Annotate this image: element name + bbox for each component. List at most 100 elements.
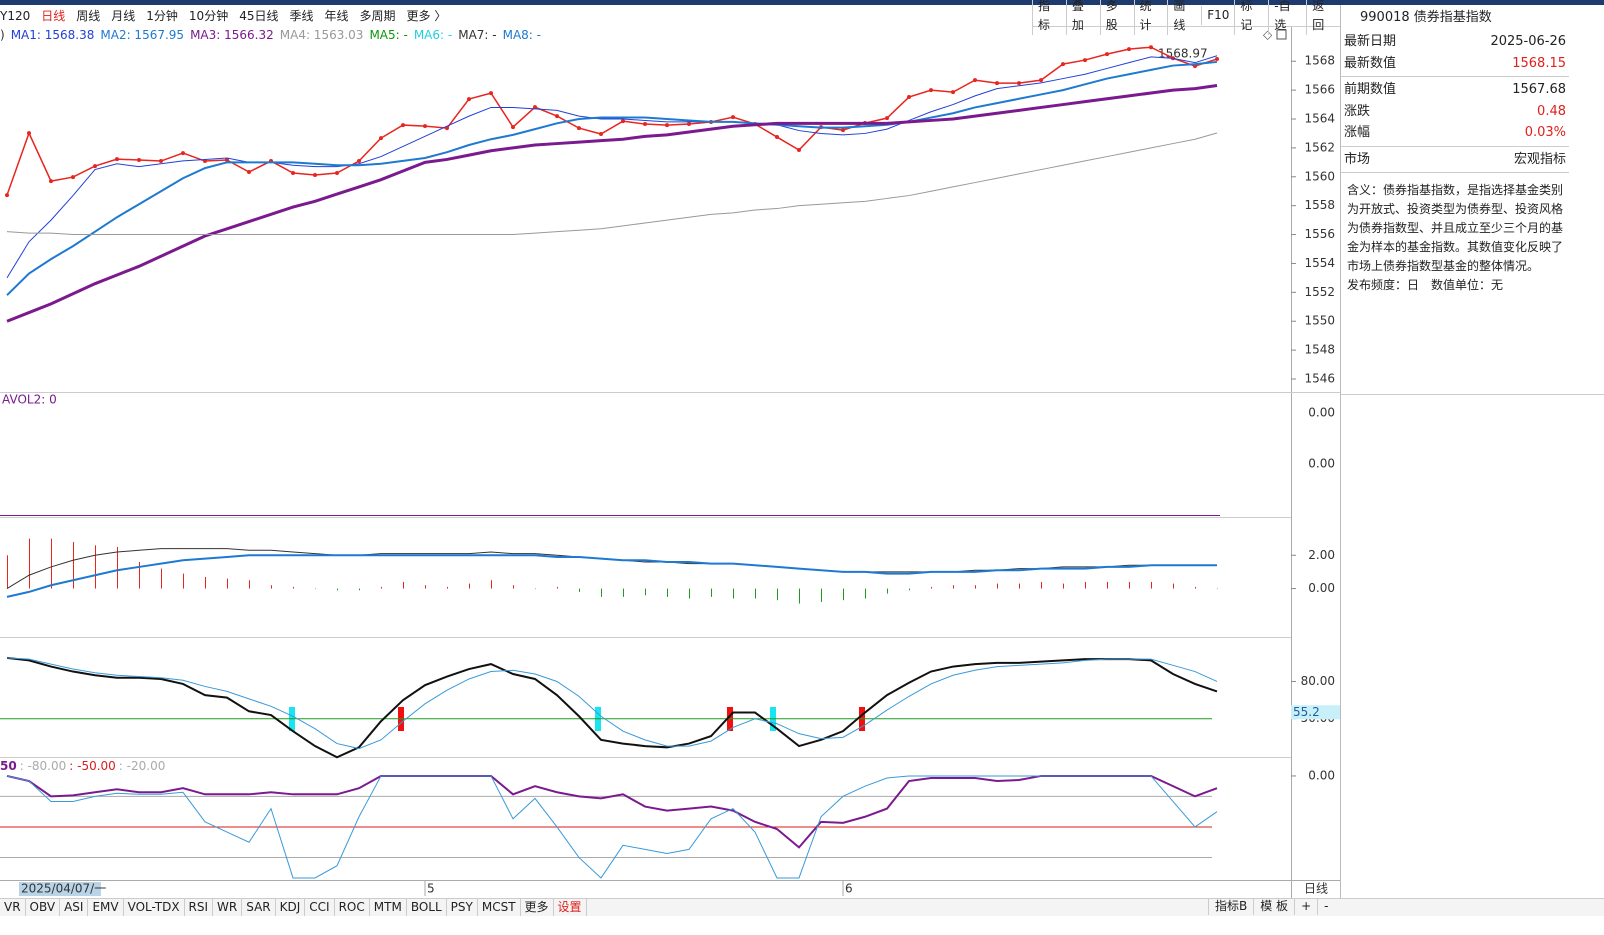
y-tick-label: 0.00 <box>1308 768 1335 782</box>
period-button[interactable]: 日线 <box>41 9 66 23</box>
histogram-bar <box>1019 583 1020 589</box>
info-row: 最新日期 2025-06-26 <box>1341 31 1569 53</box>
indicator-tab[interactable]: OBV <box>26 899 61 916</box>
point <box>687 122 691 127</box>
separator <box>1341 394 1604 395</box>
y-tick-label: 1562 <box>1304 140 1335 154</box>
description-text: 含义：债券指基指数，是指选择基金类别为开放式、投资类型为债券型、投资风格为债券指… <box>1347 183 1564 273</box>
template-tab[interactable]: + <box>1294 898 1317 915</box>
toolbar-button[interactable]: 画线 <box>1167 0 1201 35</box>
info-label: 前期数值 <box>1344 82 1397 97</box>
point <box>137 158 141 163</box>
indicator-tab[interactable]: CCI <box>305 899 335 916</box>
point <box>511 125 515 130</box>
separator <box>1341 172 1569 173</box>
legend-item: MA7: - <box>458 28 496 42</box>
legend-item: MA4: 1563.03 <box>280 28 364 42</box>
point <box>71 175 75 180</box>
indicator-tab[interactable]: EMV <box>88 899 124 916</box>
histogram-bar <box>1063 583 1064 589</box>
indicator-tab[interactable]: RSI <box>185 899 214 916</box>
toolbar-button[interactable]: 多股 <box>1099 0 1134 35</box>
histogram-bar <box>887 588 888 594</box>
histogram-bar <box>205 576 206 589</box>
point <box>379 136 383 141</box>
histogram-bar <box>1217 588 1218 590</box>
histogram-bar <box>623 588 624 597</box>
period-button[interactable]: Y120 <box>0 8 31 23</box>
toolbar-button[interactable]: 标记 <box>1234 0 1268 35</box>
point <box>5 193 9 198</box>
indicator-tab[interactable]: BOLL <box>407 899 447 916</box>
info-label: 最新数值 <box>1344 55 1397 71</box>
indicator-tab[interactable]: VR <box>0 899 26 916</box>
indicator-tab[interactable]: PSY <box>447 899 478 916</box>
indicator-tab[interactable]: MTM <box>370 899 407 916</box>
template-tab[interactable]: 模 板 <box>1253 898 1294 915</box>
period-button[interactable]: 45日线 <box>239 9 279 23</box>
period-button[interactable]: 1分钟 <box>146 9 178 23</box>
point <box>1105 52 1109 57</box>
histogram-bar <box>1129 581 1130 589</box>
series-line <box>6 46 1218 196</box>
histogram-bar <box>403 581 404 589</box>
series-line <box>6 657 1218 750</box>
toolbar-button[interactable]: -自选 <box>1268 0 1306 35</box>
y-tick-label: 0.00 <box>1308 581 1335 595</box>
period-button[interactable]: 10分钟 <box>188 9 229 23</box>
point <box>555 114 559 119</box>
period-button[interactable]: 周线 <box>76 9 101 23</box>
point <box>797 148 801 153</box>
indicator-tab[interactable]: 设置 <box>554 899 587 916</box>
histogram-bar <box>689 588 690 599</box>
indicator-tab[interactable]: ROC <box>335 899 370 916</box>
histogram-bar <box>579 588 580 592</box>
legend-item: MA3: 1566.32 <box>190 28 274 42</box>
indicator-tab[interactable]: 更多 <box>521 899 554 916</box>
toolbar-button[interactable]: 返回 <box>1306 0 1340 35</box>
panel-header: 50: -80.00: -50.00: -20.00 <box>0 759 165 773</box>
function-toolbar: 指标 叠加 多股 统计 画线 F10 标记 -自选 返回 <box>1032 0 1340 35</box>
indicator-tab[interactable]: MCST <box>478 899 521 916</box>
point <box>489 91 493 96</box>
point <box>643 122 647 127</box>
point <box>423 124 427 129</box>
point <box>93 164 97 169</box>
period-button[interactable]: 多周期 <box>359 9 396 23</box>
indicator-tab[interactable]: ASI <box>60 899 89 916</box>
point <box>665 123 669 128</box>
template-tab[interactable]: 指标B <box>1208 898 1253 915</box>
histogram-bar <box>777 588 778 601</box>
toolbar-button[interactable]: 叠加 <box>1065 0 1100 35</box>
series-line <box>6 84 1218 323</box>
x-tick-label: 5 <box>427 882 435 896</box>
toolbar-button[interactable]: F10 <box>1201 6 1234 25</box>
point <box>621 119 625 124</box>
histogram-bar <box>601 588 602 597</box>
period-button[interactable]: 月线 <box>111 9 136 23</box>
period-button[interactable]: 年线 <box>324 9 349 23</box>
point <box>907 95 911 100</box>
period-button[interactable]: 更多 〉 <box>406 9 447 23</box>
info-value: 1568.15 <box>1512 55 1566 71</box>
point <box>533 105 537 110</box>
indicator-tab[interactable]: KDJ <box>276 899 306 916</box>
period-button[interactable]: 季线 <box>289 9 314 23</box>
point <box>885 116 889 121</box>
point <box>247 170 251 175</box>
indicator-tab[interactable]: WR <box>213 899 243 916</box>
histogram-bar <box>799 588 800 604</box>
series-line <box>6 774 1218 849</box>
indicator-tab[interactable]: VOL-TDX <box>124 899 185 916</box>
toolbar-button[interactable]: 指标 <box>1032 0 1066 35</box>
histogram-bar <box>535 588 536 590</box>
toolbar-button[interactable]: 统计 <box>1133 0 1168 35</box>
legend-item: MA5: - <box>369 28 407 42</box>
current-box <box>1291 705 1340 720</box>
histogram-bar <box>821 588 822 602</box>
legend: ) MA1: 1568.38 MA2: 1567.95 MA3: 1566.32 MA4… <box>0 28 541 42</box>
indicator-tab[interactable]: SAR <box>242 899 276 916</box>
legend-prefix: ) <box>0 28 5 42</box>
separator <box>1341 145 1569 147</box>
template-tab[interactable]: - <box>1317 898 1334 915</box>
